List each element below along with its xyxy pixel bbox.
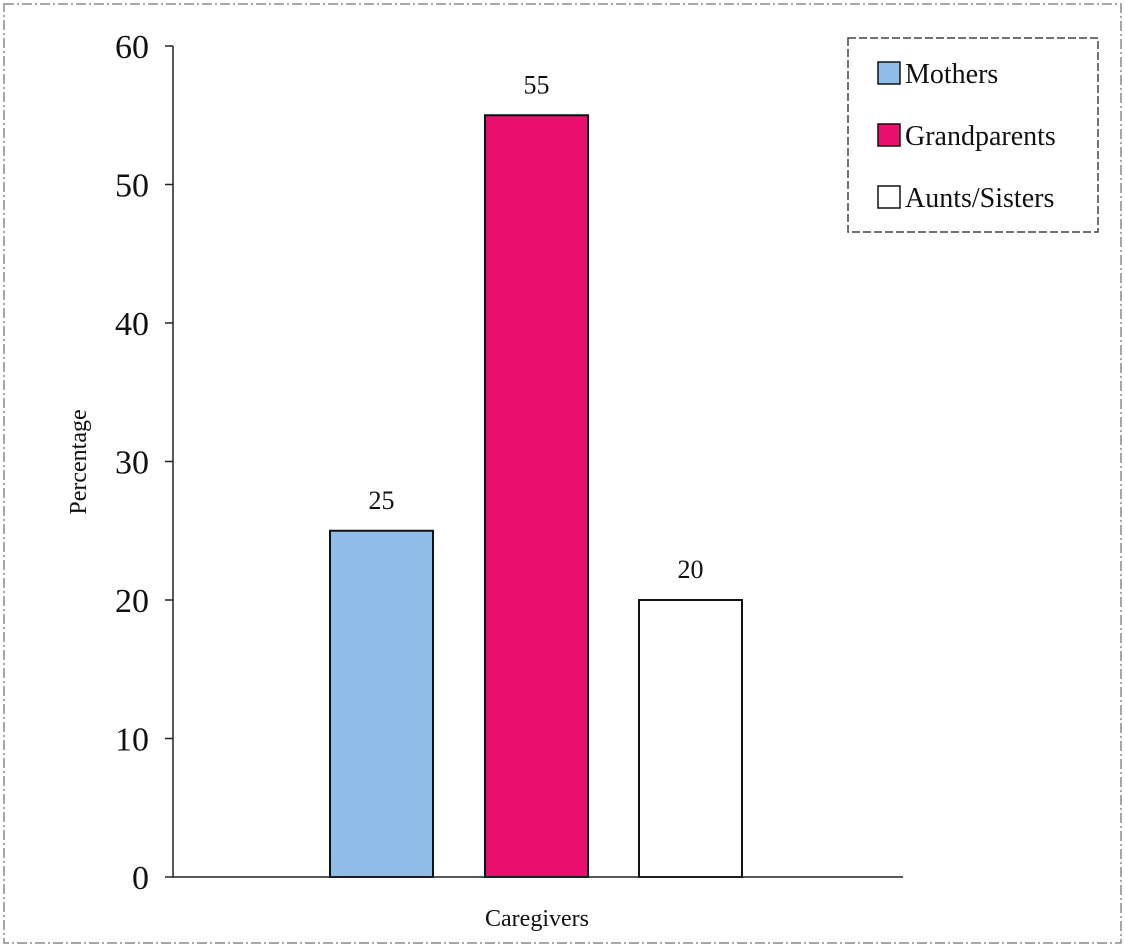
y-tick-label-20: 20 bbox=[115, 583, 149, 620]
data-labels: 25 55 20 bbox=[369, 70, 704, 584]
legend: Mothers Grandparents Aunts/Sisters bbox=[847, 37, 1099, 233]
y-tick-label-10: 10 bbox=[115, 722, 149, 759]
y-axis-ticks: 0 10 20 30 40 50 60 bbox=[115, 29, 173, 897]
legend-items: Mothers Grandparents Aunts/Sisters bbox=[877, 59, 1056, 214]
legend-label-aunts-sisters: Aunts/Sisters bbox=[905, 183, 1054, 214]
legend-swatch-mothers bbox=[877, 61, 901, 85]
y-axis-title: Percentage bbox=[66, 409, 92, 514]
legend-label-mothers: Mothers bbox=[905, 59, 998, 90]
y-tick-label-30: 30 bbox=[115, 445, 149, 482]
x-axis-title: Caregivers bbox=[485, 906, 589, 932]
legend-swatch-grandparents bbox=[877, 123, 901, 147]
data-label-grandparents: 55 bbox=[524, 70, 550, 99]
bar-grandparents bbox=[484, 114, 589, 878]
bar-mothers bbox=[329, 529, 434, 878]
bar-aunts-sisters bbox=[638, 599, 743, 878]
y-tick-label-40: 40 bbox=[115, 306, 149, 343]
y-tick-label-0: 0 bbox=[132, 860, 149, 897]
legend-swatch-aunts-sisters bbox=[877, 185, 901, 209]
data-label-mothers: 25 bbox=[369, 486, 395, 515]
legend-label-grandparents: Grandparents bbox=[905, 121, 1056, 152]
data-label-aunts-sisters: 20 bbox=[678, 555, 704, 584]
chart-frame bbox=[3, 3, 1122, 944]
y-tick-label-50: 50 bbox=[115, 168, 149, 205]
y-tick-label-60: 60 bbox=[115, 29, 149, 66]
